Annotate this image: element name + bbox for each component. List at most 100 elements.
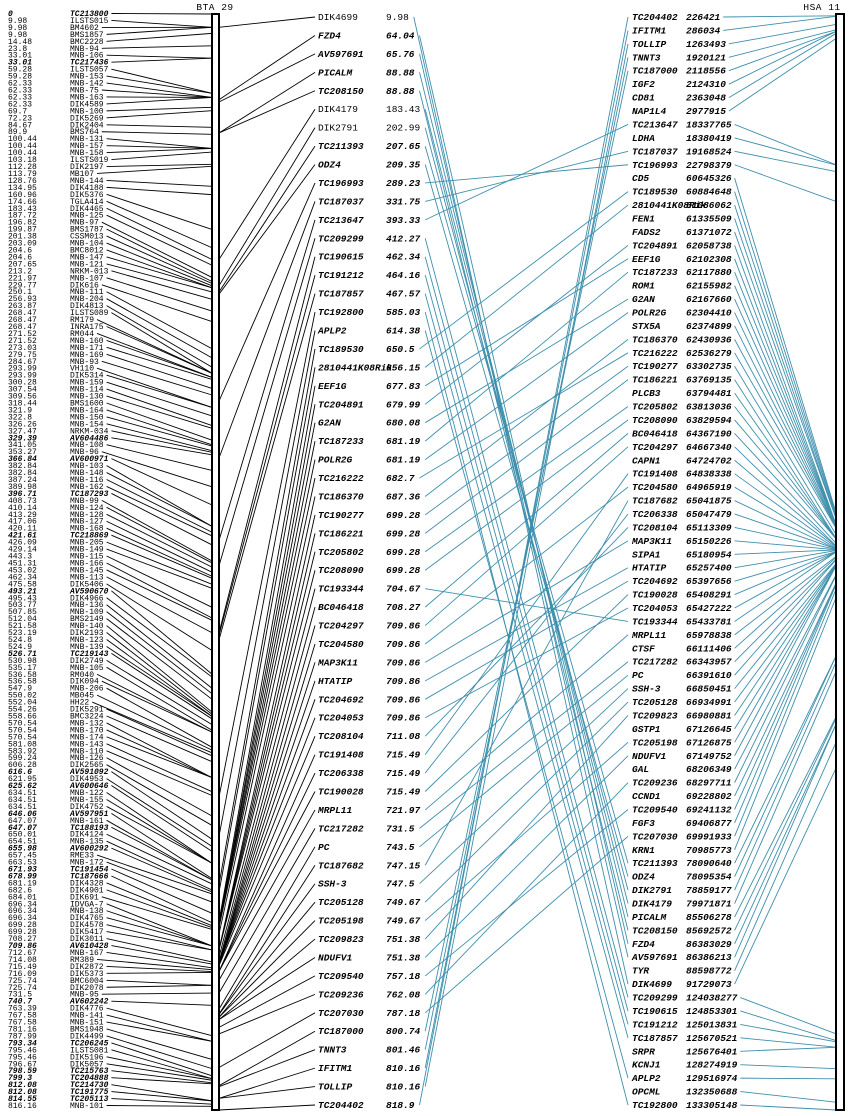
hsa-gene-leader-line (734, 564, 837, 703)
synteny-connector-line (424, 127, 629, 891)
hsa-gene-leader-line (734, 218, 837, 519)
marker-name: MNB-115 (70, 553, 104, 562)
marker-position: 816.16 (8, 1102, 37, 1111)
marker-name: TC188193 (70, 824, 109, 833)
hsa-gene-leader-line (734, 379, 837, 539)
bta-gene-name: DIK4179 (318, 104, 358, 115)
marker-name: MNB-140 (70, 622, 104, 631)
hsa-gene-position: 64838338 (686, 469, 732, 480)
marker-position: 503.77 (8, 601, 37, 610)
marker-position: 654.51 (8, 838, 37, 847)
hsa-gene-leader-line (734, 459, 837, 547)
hsa-gene-leader-line (734, 204, 837, 517)
marker-name: MNB-167 (70, 949, 104, 958)
marker-name: BMS764 (70, 128, 99, 137)
marker-leader-line (106, 395, 213, 429)
marker-leader-line (106, 179, 213, 187)
synteny-connector-line (419, 16, 629, 1106)
marker-position: 366.84 (8, 455, 37, 464)
marker-position: 273.03 (8, 344, 37, 353)
marker-name: AV602242 (69, 998, 109, 1007)
marker-leader-line (106, 806, 213, 864)
hsa-gene-name: STX5A (632, 321, 661, 332)
marker-name: MNB-168 (70, 525, 104, 534)
marker-leader-line (106, 1007, 213, 1037)
synteny-connector-line (424, 836, 629, 1014)
marker-position: 731.5 (8, 991, 32, 1000)
bta-gene-position: 88.88 (386, 67, 415, 78)
marker-leader-line (106, 145, 213, 149)
hsa-gene-name: TC189530 (632, 187, 678, 198)
marker-leader-line (106, 214, 213, 266)
bta-gene-position: 656.15 (386, 362, 421, 373)
marker-leader-line (111, 270, 213, 300)
hsa-gene-name: TC205128 (632, 697, 678, 708)
bta-gene-name: TC191212 (318, 270, 364, 281)
marker-leader-line (111, 20, 213, 28)
marker-position: 696.34 (8, 907, 37, 916)
bta-gene-position: 650.5 (386, 344, 415, 355)
marker-name: MNB-96 (70, 448, 99, 457)
marker-position: 23.8 (8, 45, 27, 54)
marker-position: 318.44 (8, 400, 37, 409)
marker-name: TC187293 (70, 490, 109, 499)
synteny-connector-line (424, 513, 629, 774)
marker-position: 523.19 (8, 629, 37, 638)
bta-gene-leader-line (218, 127, 316, 286)
marker-leader-line (106, 1028, 213, 1060)
marker-leader-line (111, 1084, 213, 1102)
marker-position: 62.33 (8, 87, 32, 96)
marker-position: 309.56 (8, 393, 37, 402)
marker-leader-line (111, 1042, 213, 1077)
bta-gene-name: TC204891 (318, 399, 364, 410)
marker-leader-line (111, 312, 213, 374)
hsa-gene-name: CCND1 (632, 791, 661, 802)
hsa-gene-name: TOLLIP (632, 39, 667, 50)
hsa-gene-name: TYR (632, 966, 649, 977)
hsa-gene-position: 67149752 (686, 751, 732, 762)
marker-position: 524.8 (8, 636, 32, 645)
hsa-gene-leader-line (734, 559, 837, 676)
bta-gene-name: TC204053 (318, 713, 364, 724)
synteny-connector-line (419, 53, 629, 958)
marker-name: DIK5373 (70, 970, 104, 979)
marker-name: DIK4328 (70, 879, 104, 888)
hsa-gene-name: MRPL11 (631, 630, 666, 641)
marker-leader-line (111, 1070, 213, 1084)
hsa-gene-name: TC217282 (632, 657, 678, 668)
hsa-gene-position: 125670521 (686, 1033, 737, 1044)
bta-marker-list: 0 TC213800 9.98 ILSTS015 9.98 BM4602 9.98 BMS18… (8, 10, 109, 1111)
hsa-gene-position: 62117880 (686, 267, 732, 278)
marker-position: 634.51 (8, 789, 37, 798)
marker-position: 581.08 (8, 740, 37, 749)
bta-gene-leader-line (218, 330, 316, 837)
marker-name: AV591092 (69, 768, 109, 777)
hsa-gene-position: 62155982 (686, 281, 732, 292)
marker-leader-line (106, 479, 213, 533)
hsa-gene-leader-line (734, 551, 837, 609)
marker-name: BMS1857 (70, 31, 104, 40)
hsa-gene-leader-line (734, 513, 837, 550)
hsa-gene-name: ROM1 (632, 281, 655, 292)
marker-position: 512.04 (8, 615, 37, 624)
synteny-connector-line (419, 191, 629, 350)
marker-position: 293.99 (8, 372, 37, 381)
hsa-gene-leader-line (734, 551, 837, 622)
marker-position: 410.14 (8, 504, 37, 513)
marker-leader-line (106, 1105, 213, 1107)
bta-gene-name: TC208150 (318, 86, 364, 97)
marker-position: 625.62 (8, 782, 37, 791)
hsa-gene-position: 60645326 (686, 173, 732, 184)
hsa-gene-name: TC207030 (632, 831, 678, 842)
marker-position: 187.72 (8, 212, 37, 221)
hsa-gene-leader-lines (723, 15, 837, 1111)
marker-name: MNB-99 (70, 497, 99, 506)
synteny-connector-line (424, 567, 629, 682)
marker-position: 558.66 (8, 712, 37, 721)
bta-gene-position: 699.28 (386, 565, 421, 576)
hsa-gene-name: BC046418 (632, 428, 678, 439)
marker-name: DIK4966 (70, 594, 104, 603)
hsa-gene-name: DIK2791 (632, 885, 672, 896)
marker-position: 507.85 (8, 608, 37, 617)
